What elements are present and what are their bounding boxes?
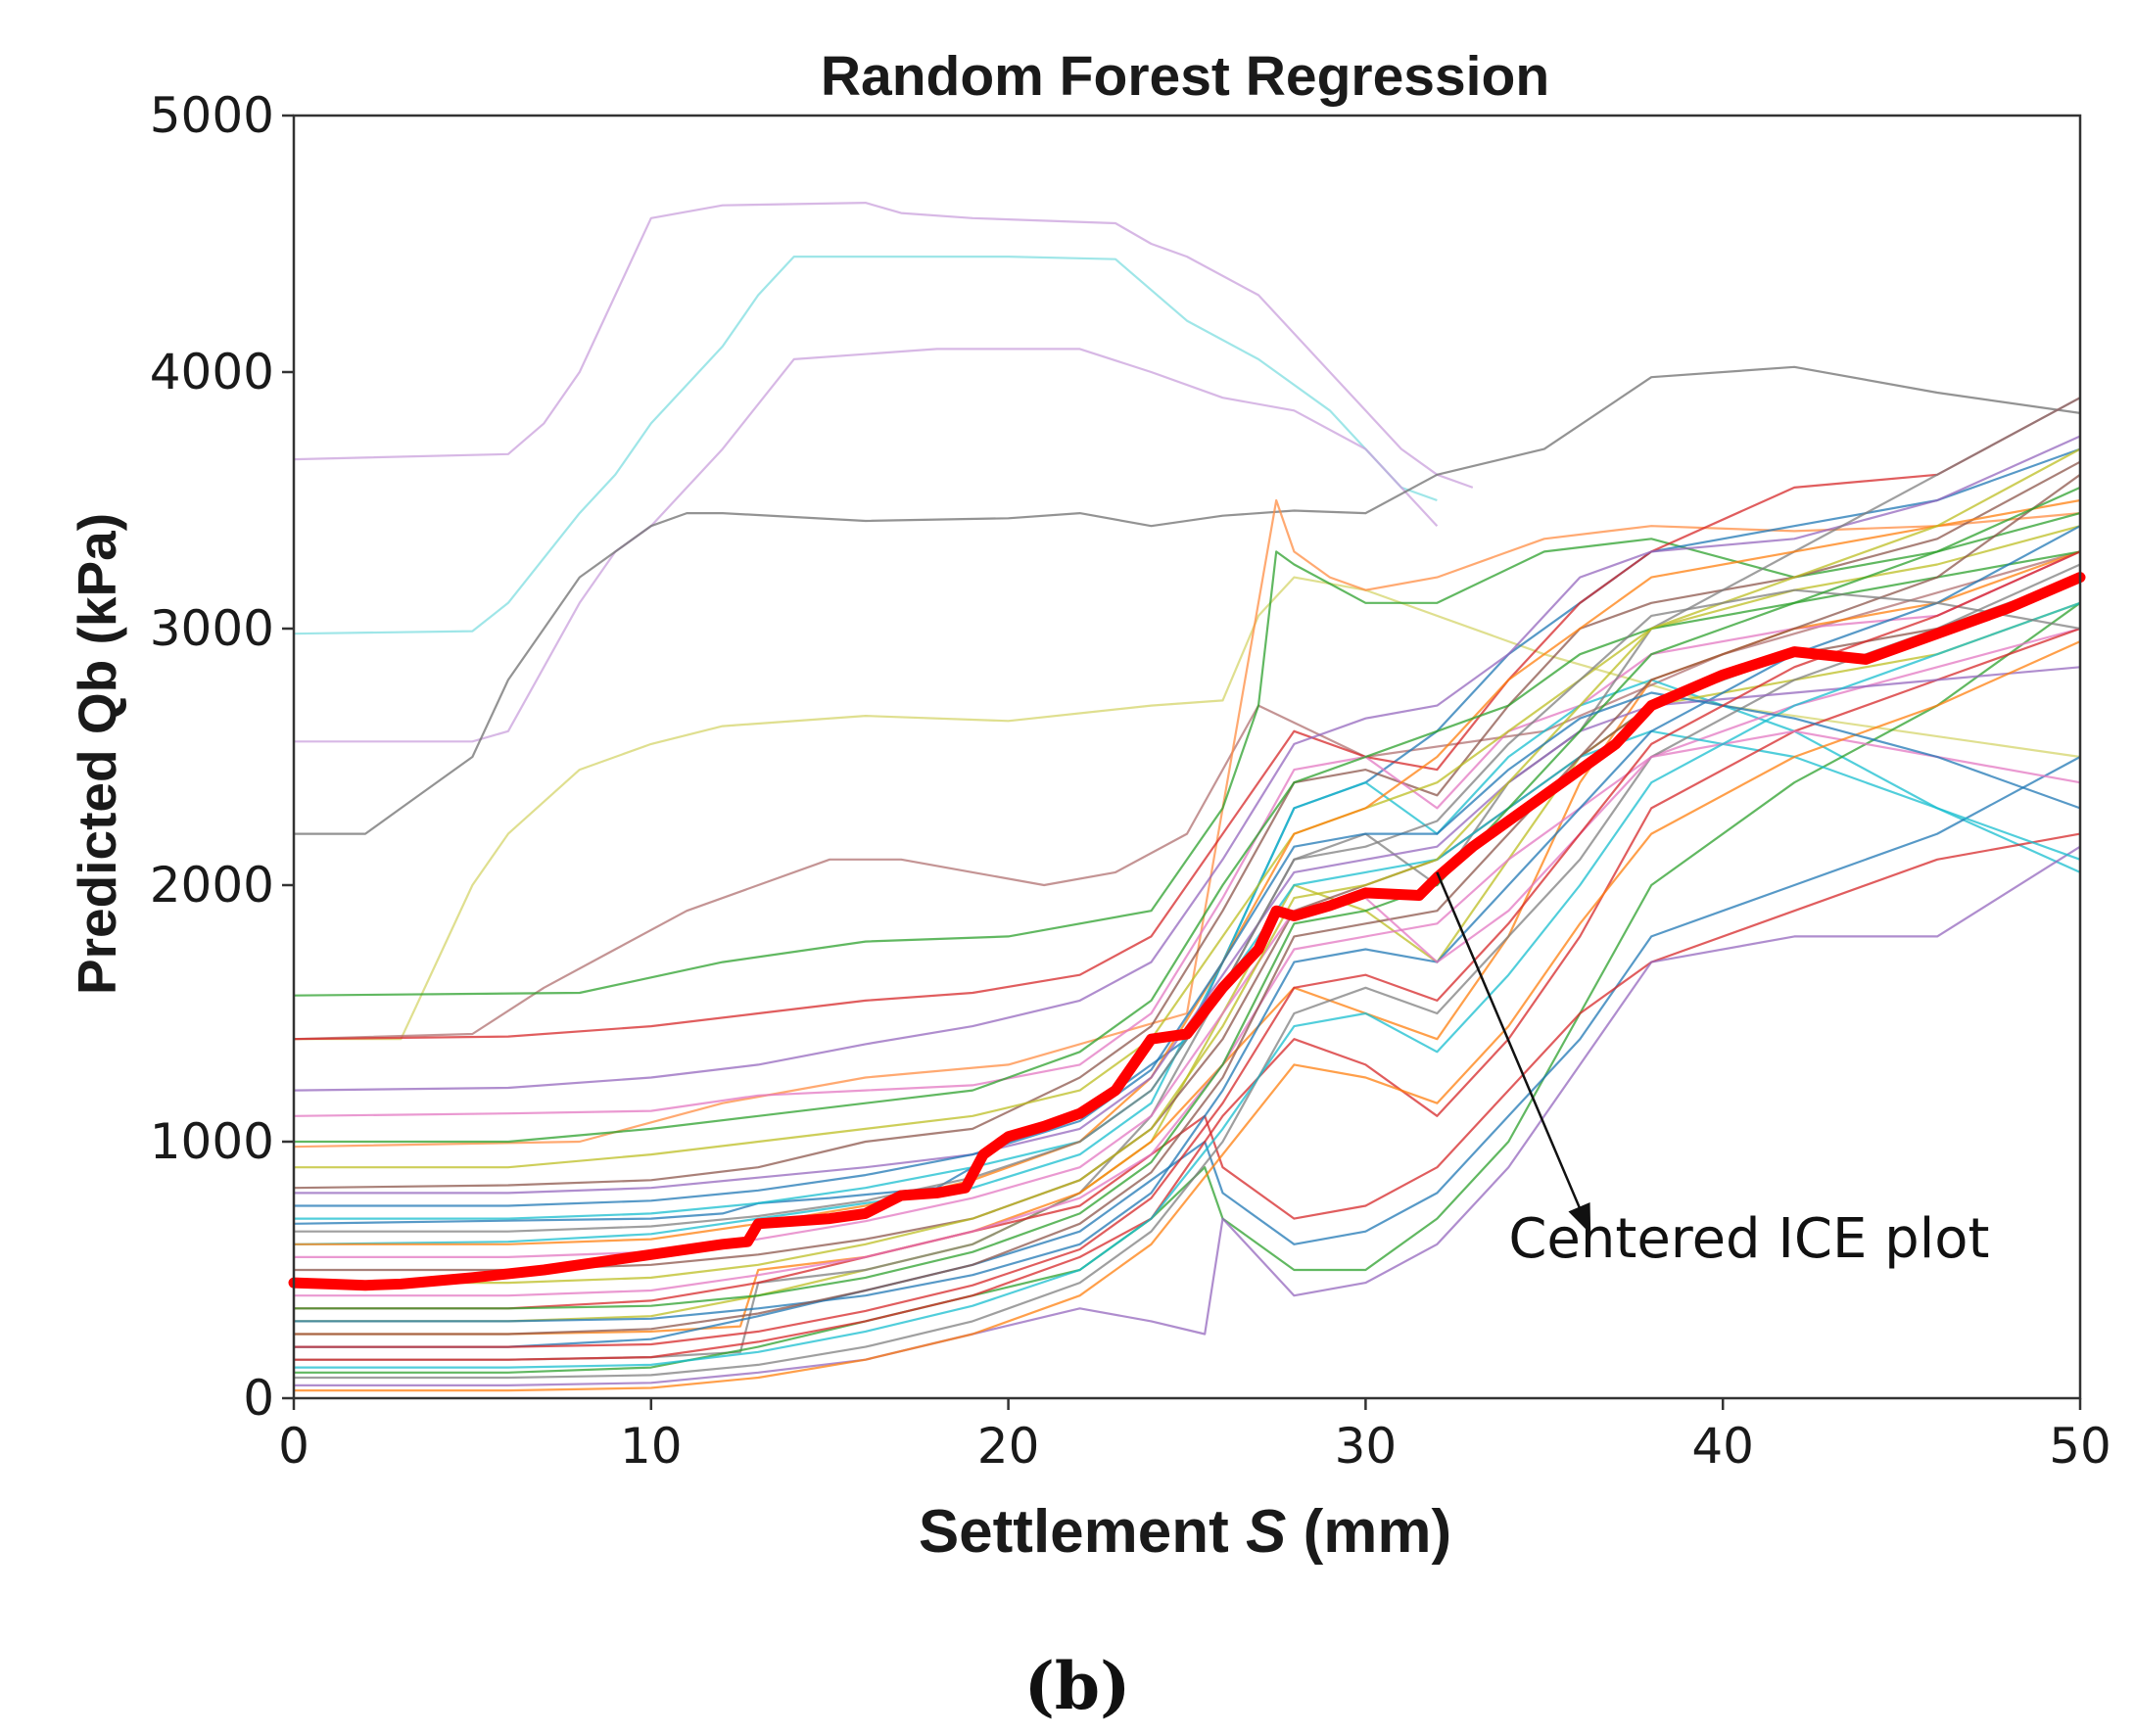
ice-line-21	[294, 845, 2081, 1386]
x-axis-label-variable: S	[1246, 1498, 1286, 1566]
x-tick-label-30: 30	[1335, 1418, 1398, 1475]
annotation-arrowhead	[1568, 1202, 1591, 1235]
ice-line-32	[294, 473, 2081, 1336]
ice-line-25	[294, 525, 2081, 1169]
y-axis-ticks: 0 1000 2000 3000 4000 5000	[150, 87, 294, 1427]
ice-line-40	[294, 550, 2081, 1348]
y-tick-label-4000: 4000	[150, 344, 274, 400]
x-axis-label-prefix: Settlement	[919, 1498, 1246, 1566]
plot-frame	[292, 114, 2082, 1400]
ice-line-19	[294, 756, 2081, 1348]
x-tick-label-0: 0	[278, 1418, 309, 1475]
ice-line-10	[293, 397, 2081, 1041]
ice-line-34	[294, 601, 2081, 1369]
y-tick-label-5000: 5000	[150, 87, 274, 144]
x-axis-ticks: 0 10 20 30 40 50	[278, 1398, 2111, 1475]
ice-line-33	[294, 729, 2081, 1258]
ice-line-7	[293, 498, 2081, 1149]
ice-line-24	[294, 729, 2081, 1220]
x-axis-label-suffix: (mm)	[1286, 1498, 1451, 1566]
ice-line-38	[294, 486, 2081, 1310]
ice-line-23	[294, 627, 2081, 1297]
average-ice-line	[288, 572, 2086, 1291]
ice-line-14	[293, 679, 2081, 1245]
ice-line-6	[293, 550, 2081, 1041]
ice-line-3	[294, 348, 1439, 743]
annotation-arrow	[1436, 871, 1592, 1235]
y-tick-label-0: 0	[243, 1370, 274, 1427]
ice-line-37	[294, 640, 2081, 1392]
x-tick-label-40: 40	[1691, 1418, 1754, 1475]
ice-line-1	[293, 202, 1474, 489]
ice-line-35	[294, 447, 2081, 1285]
ice-line-28	[294, 550, 2081, 1144]
highlight-layer	[288, 572, 2086, 1291]
chart-title: Random Forest Regression	[821, 45, 1549, 108]
ice-line-12	[293, 460, 2081, 1190]
y-tick-label-1000: 1000	[150, 1113, 274, 1170]
figure-caption: (b)	[1024, 1648, 1131, 1724]
x-tick-label-50: 50	[2049, 1418, 2111, 1475]
x-tick-label-20: 20	[977, 1418, 1040, 1475]
ice-line-2	[293, 256, 1438, 635]
ice-line-11	[293, 435, 2081, 1092]
x-axis-label: Settlement S (mm)	[919, 1498, 1451, 1566]
y-axis-label: Predicted Qb (kPa)	[67, 513, 127, 995]
ice-line-9	[293, 447, 2081, 1225]
y-tick-label-3000: 3000	[150, 600, 274, 657]
ice-line-8	[293, 512, 2081, 997]
ice-line-4	[294, 365, 2081, 835]
x-tick-label-10: 10	[620, 1418, 683, 1475]
ice-line-36	[294, 588, 2081, 1233]
y-tick-label-2000: 2000	[150, 857, 274, 914]
annotation-label: Centered ICE plot	[1508, 1207, 1989, 1271]
ice-line-29	[294, 525, 2081, 1323]
ice-line-27	[294, 498, 2081, 1245]
